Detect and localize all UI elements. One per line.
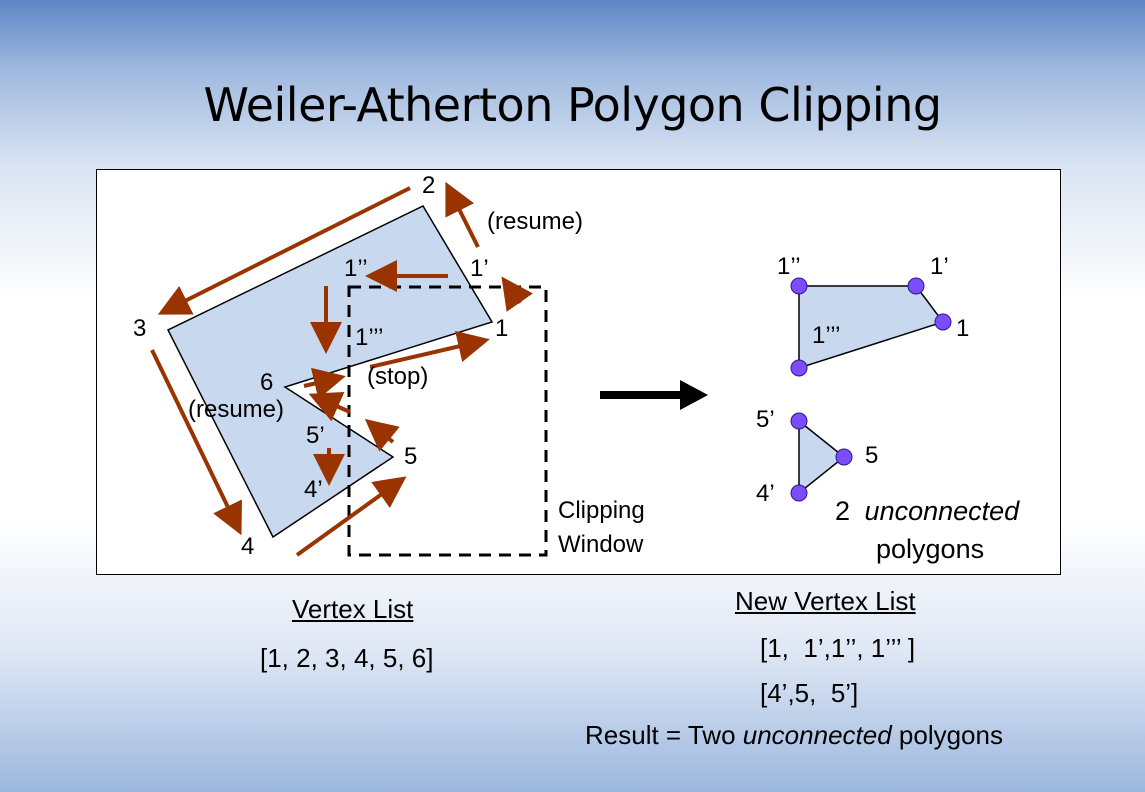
- new-vertex-list-line2: [4’,5, 5’]: [760, 678, 859, 708]
- page-title: Weiler-Atherton Polygon Clipping: [203, 78, 942, 132]
- result-summary-prefix: Result = Two: [585, 720, 743, 750]
- clipping-window-label-line1: Clipping: [558, 497, 645, 524]
- annotation-resume-left: (resume): [188, 396, 284, 423]
- result-polygon-2: [798, 419, 846, 495]
- vertex-label-3: 3: [133, 315, 146, 342]
- result-label-1dprime: 1’’: [777, 253, 801, 280]
- result-label-1tprime: 1’’’: [812, 322, 840, 349]
- result-summary: Result = Two unconnected polygons: [585, 720, 1003, 751]
- result-summary-italic: unconnected: [742, 720, 892, 750]
- result-caption-italic: unconnected: [865, 496, 1021, 526]
- result-vertex-1prime: [907, 277, 925, 295]
- vertex-label-1dprime: 1’’: [344, 255, 368, 282]
- arrow-2-to-3: [157, 186, 411, 315]
- result-vertex-5prime: [790, 412, 808, 430]
- result-label-4prime: 4’: [756, 480, 775, 507]
- vertex-list-heading: Vertex List: [292, 594, 414, 624]
- result-caption-line2: polygons: [876, 534, 984, 564]
- vertex-label-1: 1: [495, 315, 508, 342]
- vertex-label-4: 4: [241, 533, 254, 560]
- new-vertex-list-line1: [1, 1’,1’’, 1’’’ ]: [760, 633, 916, 663]
- result-vertex-1: [934, 313, 952, 331]
- result-vertex-4prime: [790, 484, 808, 502]
- result-vertex-5: [835, 448, 853, 466]
- vertex-label-5: 5: [404, 443, 417, 470]
- arrow-resume-to-2: [445, 181, 480, 248]
- vertex-label-2: 2: [422, 172, 435, 199]
- result-label-5prime: 5’: [756, 406, 775, 433]
- annotation-resume-top: (resume): [487, 208, 583, 235]
- clipping-window-label-line2: Window: [558, 531, 644, 558]
- clipping-window: [347, 285, 548, 557]
- arrow-6-to-stop: [303, 367, 346, 400]
- vertex-label-1tprime: 1’’’: [355, 324, 383, 351]
- result-vertex-1dprime: [790, 277, 808, 295]
- arrow-stop-to-1: [369, 330, 490, 369]
- arrow-3-to-4: [150, 349, 242, 536]
- vertex-label-4prime: 4’: [304, 476, 323, 503]
- result-label-1prime: 1’: [930, 253, 949, 280]
- result-label-1: 1: [956, 315, 969, 342]
- result-vertex-1tprime: [790, 359, 808, 377]
- annotation-stop: (stop): [367, 363, 428, 390]
- arrow-4-to-5: [295, 476, 407, 557]
- vertex-label-5prime: 5’: [306, 422, 325, 449]
- new-vertex-list-heading: New Vertex List: [735, 586, 916, 616]
- result-caption-num: 2: [835, 496, 850, 526]
- vertex-label-1prime: 1’: [470, 255, 489, 282]
- result-summary-suffix: polygons: [891, 720, 1003, 750]
- result-arrow-head: [680, 380, 708, 410]
- result-caption-line1: 2 unconnected: [835, 496, 1020, 526]
- result-label-5: 5: [865, 442, 878, 469]
- arrow-5prime-to-6: [308, 392, 351, 422]
- vertex-list-values: [1, 2, 3, 4, 5, 6]: [260, 643, 434, 673]
- arrow-1-to-1prime: [501, 276, 533, 312]
- arrow-5-to-5prime: [364, 418, 400, 452]
- vertex-label-6: 6: [260, 369, 273, 396]
